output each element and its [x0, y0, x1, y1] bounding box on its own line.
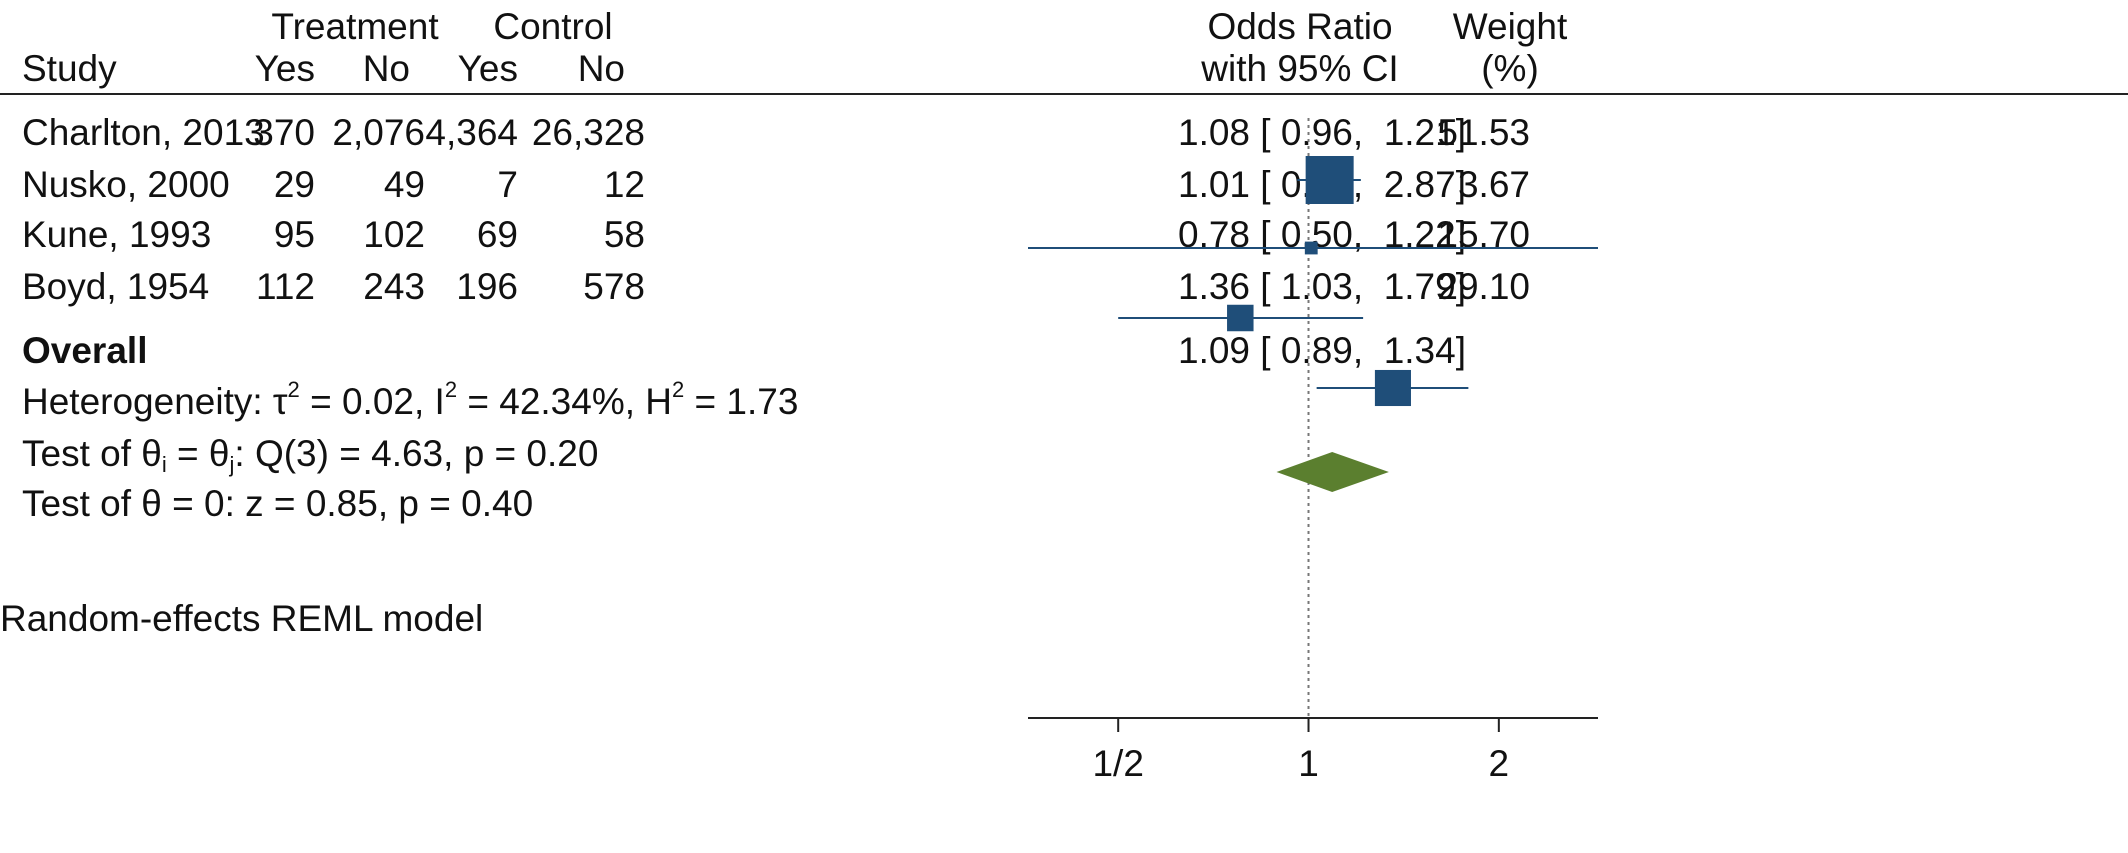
or-ci-text: 1.08 [ 0.96, 1.21] [1178, 112, 1466, 153]
control-no: 58 [603, 214, 645, 255]
treatment-yes: 95 [273, 214, 315, 255]
or-ci-text: 0.78 [ 0.50, 1.22] [1178, 214, 1466, 255]
control-yes-header: Yes [457, 48, 518, 89]
x-tick-label: 1 [1298, 743, 1319, 784]
treatment-yes-header: Yes [254, 48, 315, 89]
control-header: Control [493, 6, 613, 47]
treatment-header: Treatment [271, 6, 439, 47]
treatment-yes: 112 [256, 266, 315, 307]
treatment-no: 2,076 [332, 112, 425, 153]
heterogeneity-text: Heterogeneity: τ2 = 0.02, I2 = 42.34%, H… [22, 377, 799, 422]
treatment-yes: 370 [253, 112, 315, 153]
control-no: 578 [583, 266, 645, 307]
overall-effect-test-text: Test of θ = 0: z = 0.85, p = 0.40 [22, 483, 534, 524]
control-no: 26,328 [531, 112, 645, 153]
model-footnote: Random-effects REML model [0, 598, 484, 639]
treatment-no: 49 [383, 164, 425, 205]
study-name: Charlton, 2013 [22, 112, 265, 153]
weight-value: 29.10 [1437, 266, 1530, 307]
weight-value: 51.53 [1437, 112, 1530, 153]
study-marker [1304, 241, 1318, 255]
overall-label: Overall [22, 330, 148, 371]
study-name: Kune, 1993 [22, 214, 212, 255]
study-header: Study [22, 48, 117, 89]
overall-diamond [1276, 452, 1389, 492]
treatment-no-header: No [362, 48, 410, 89]
treatment-no: 243 [363, 266, 425, 307]
odds-ratio-header: Odds Ratio [1207, 6, 1393, 47]
weight-header: Weight [1452, 6, 1568, 47]
control-no: 12 [603, 164, 645, 205]
weight-value: 15.70 [1437, 214, 1530, 255]
weight-value: 3.67 [1457, 164, 1530, 205]
weight-unit-header: (%) [1481, 48, 1539, 89]
study-name: Nusko, 2000 [22, 164, 230, 205]
or-ci-text: 1.36 [ 1.03, 1.79] [1178, 266, 1466, 307]
control-no-header: No [577, 48, 625, 89]
control-yes: 7 [497, 164, 518, 205]
x-tick-label: 2 [1489, 743, 1510, 784]
overall-ci-text: 1.09 [ 0.89, 1.34] [1178, 330, 1466, 371]
treatment-yes: 29 [273, 164, 315, 205]
x-tick-label: 1/2 [1092, 743, 1143, 784]
header-rule [0, 93, 2128, 95]
control-yes: 196 [456, 266, 518, 307]
study-marker [1305, 156, 1354, 204]
control-yes: 69 [476, 214, 518, 255]
study-marker [1374, 369, 1411, 407]
homogeneity-test-text: Test of θi = θj: Q(3) = 4.63, p = 0.20 [22, 433, 599, 477]
study-name: Boyd, 1954 [22, 266, 210, 307]
treatment-no: 102 [363, 214, 425, 255]
ci-header: with 95% CI [1201, 48, 1399, 89]
study-marker [1227, 304, 1254, 332]
control-yes: 4,364 [425, 112, 518, 153]
